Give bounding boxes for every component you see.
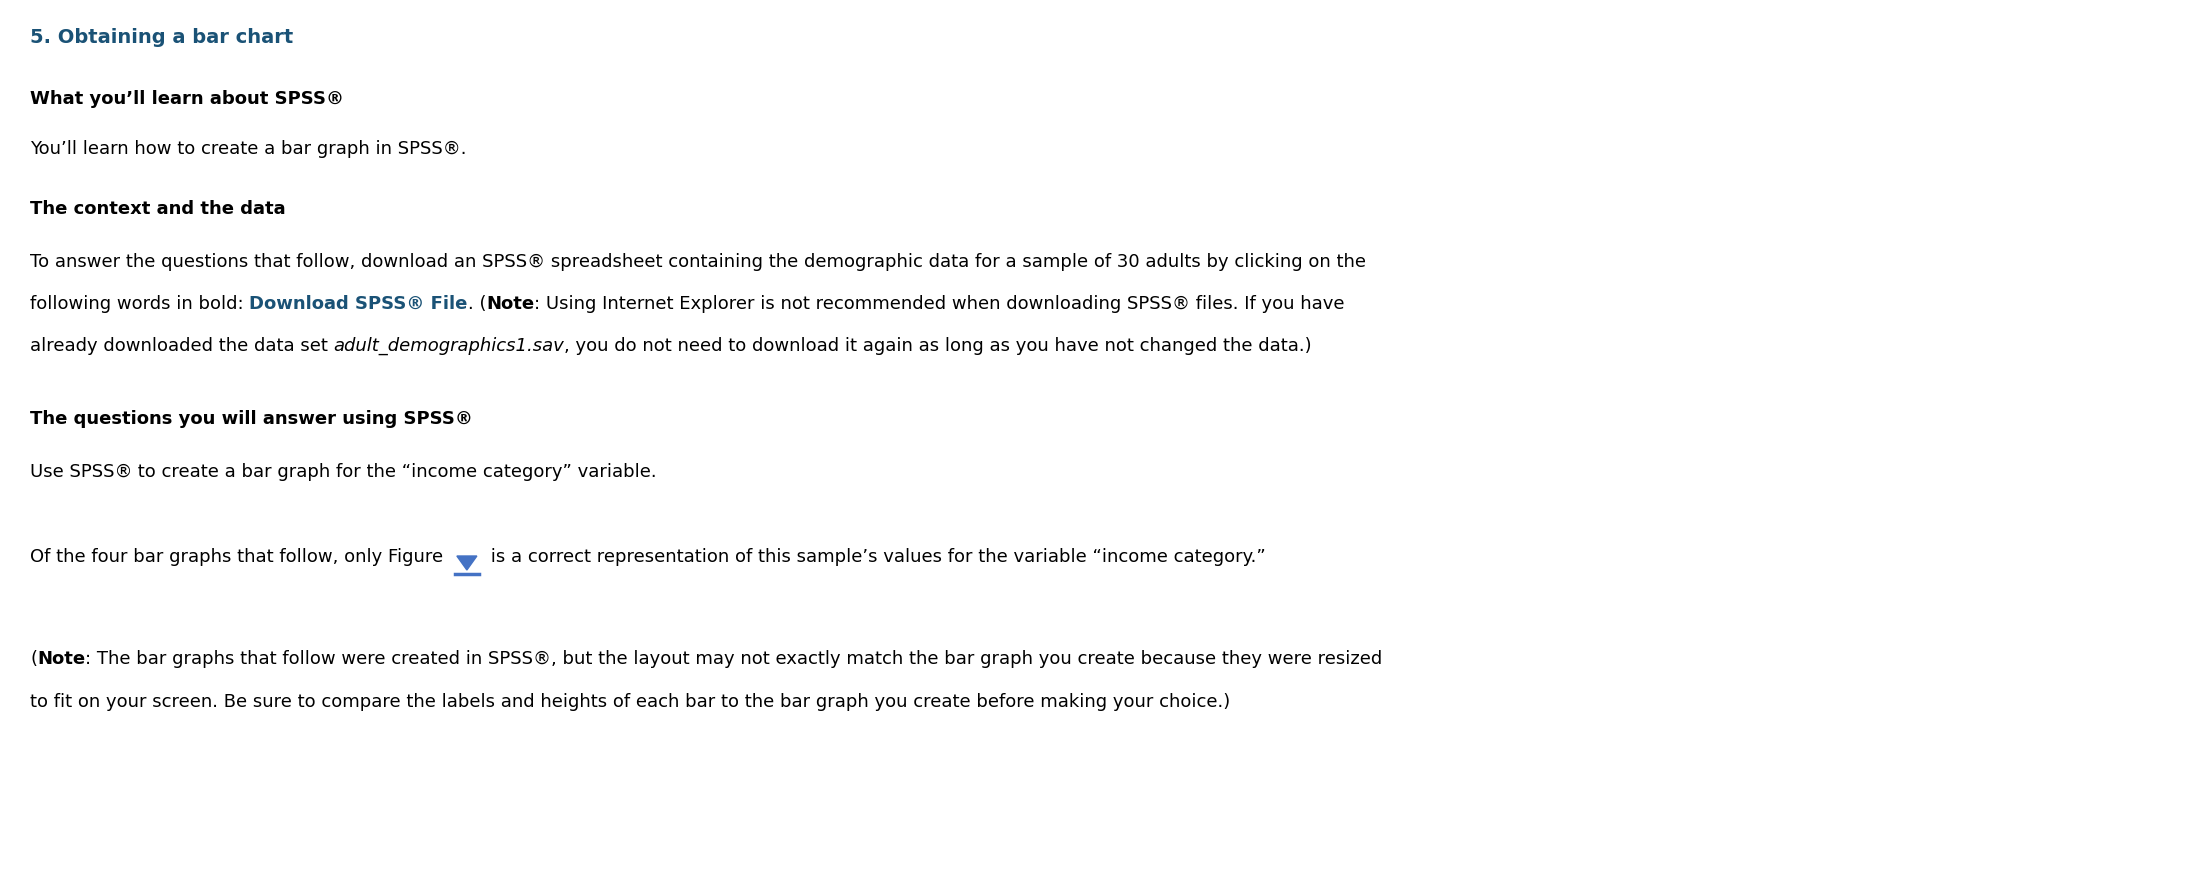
Text: : Using Internet Explorer is not recommended when downloading SPSS® files. If yo: : Using Internet Explorer is not recomme… [534, 295, 1346, 313]
Text: What you’ll learn about SPSS®: What you’ll learn about SPSS® [31, 90, 344, 108]
Text: Use SPSS®: Use SPSS® [31, 463, 132, 481]
Text: The context and the data: The context and the data [31, 200, 285, 218]
Text: Note: Note [38, 650, 86, 668]
Text: Download SPSS® File: Download SPSS® File [249, 295, 468, 313]
Text: The questions you will answer using SPSS®: The questions you will answer using SPSS… [31, 410, 472, 428]
Text: . (: . ( [468, 295, 485, 313]
Text: , you do not need to download it again as long as you have not changed the data.: , you do not need to download it again a… [565, 337, 1313, 355]
Text: Note: Note [485, 295, 534, 313]
Polygon shape [457, 556, 476, 570]
Text: 5. Obtaining a bar chart: 5. Obtaining a bar chart [31, 28, 293, 47]
Text: Of the four bar graphs that follow, only Figure: Of the four bar graphs that follow, only… [31, 548, 448, 566]
Text: following words in bold:: following words in bold: [31, 295, 249, 313]
Text: to fit on your screen. Be sure to compare the labels and heights of each bar to : to fit on your screen. Be sure to compar… [31, 693, 1231, 711]
Text: is a correct representation of this sample’s values for the variable “income cat: is a correct representation of this samp… [485, 548, 1266, 566]
Text: : The bar graphs that follow were created in SPSS®, but the layout may not exact: : The bar graphs that follow were create… [86, 650, 1383, 668]
Text: (: ( [31, 650, 38, 668]
Text: adult_demographics1.sav: adult_demographics1.sav [333, 337, 565, 355]
Text: already downloaded the data set: already downloaded the data set [31, 337, 333, 355]
Text: You’ll learn how to create a bar graph in SPSS®.: You’ll learn how to create a bar graph i… [31, 140, 465, 158]
Text: To answer the questions that follow, download an SPSS® spreadsheet containing th: To answer the questions that follow, dow… [31, 253, 1366, 271]
Text: to create a bar graph for the “income category” variable.: to create a bar graph for the “income ca… [132, 463, 657, 481]
